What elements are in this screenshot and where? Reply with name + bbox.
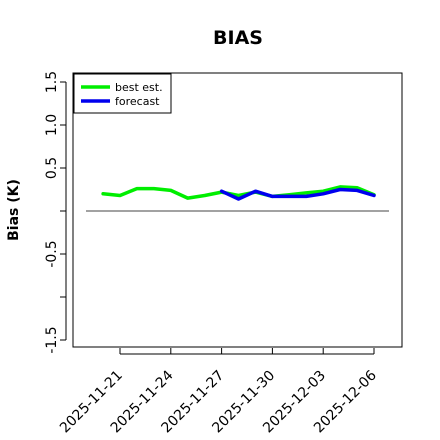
series-group xyxy=(101,185,376,201)
y-tick-label: 0.5 xyxy=(44,157,60,179)
series-line-forecast xyxy=(219,187,376,201)
y-tick-label: -0.5 xyxy=(44,240,60,267)
legend: best est. forecast xyxy=(73,73,172,114)
y-tick-label: 1.5 xyxy=(44,71,60,93)
y-axis-label: Bias (K) xyxy=(6,179,22,241)
legend-box xyxy=(73,73,172,114)
plot-frame xyxy=(72,72,403,348)
chart-title: BIAS xyxy=(213,27,263,49)
legend-label-best-est: best est. xyxy=(115,81,163,94)
legend-label-forecast: forecast xyxy=(115,95,160,108)
y-tick-label: -1.5 xyxy=(44,326,60,353)
series-line-best-est xyxy=(101,185,376,200)
y-axis: -1.5 -0.5 0.5 1.0 1.5 xyxy=(44,71,67,354)
x-axis: 2025-11-212025-11-242025-11-272025-11-30… xyxy=(57,348,380,436)
y-tick-label: 1.0 xyxy=(44,114,60,136)
